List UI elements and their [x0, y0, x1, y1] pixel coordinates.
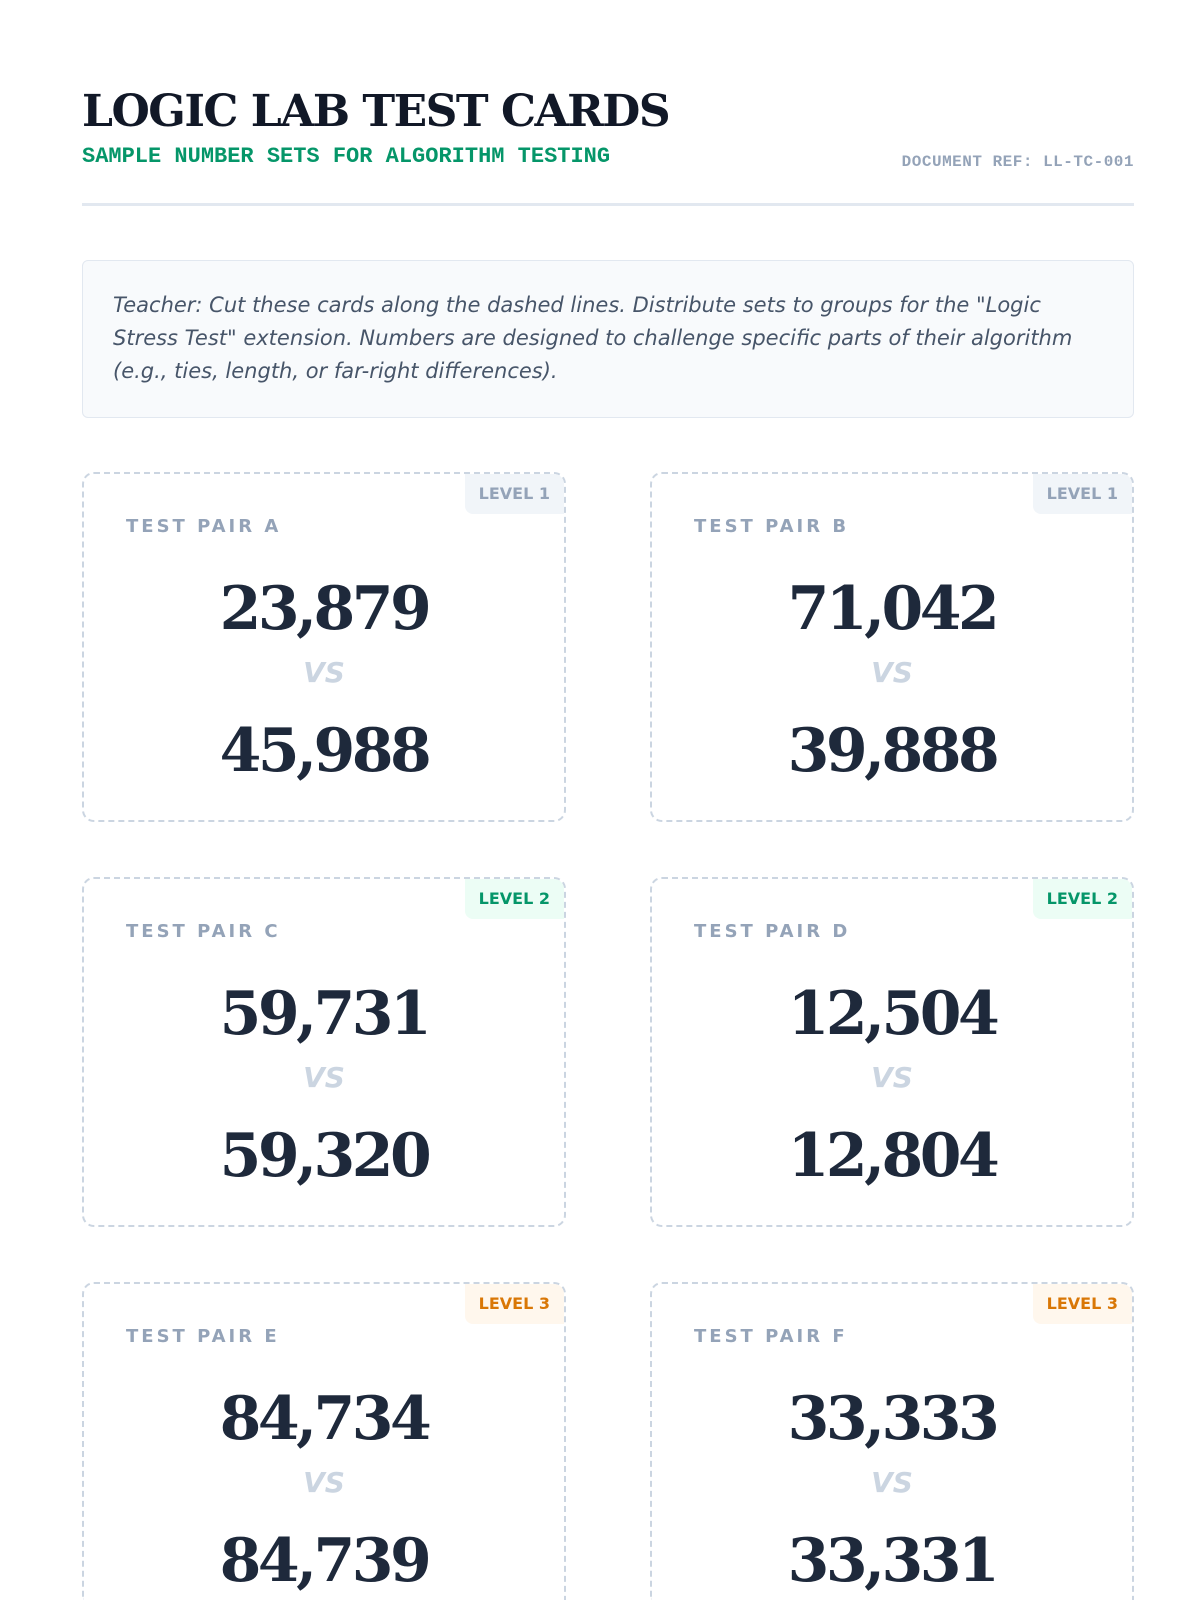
card-number-bottom: 45,988	[219, 716, 432, 786]
test-card-d: LEVEL 2 TEST PAIR D 12,504 VS 12,804	[650, 877, 1134, 1227]
vs-label: VS	[871, 656, 913, 689]
level-badge: LEVEL 3	[1032, 1284, 1132, 1324]
teacher-note: Teacher: Cut these cards along the dashe…	[82, 260, 1134, 418]
card-label: TEST PAIR A	[126, 516, 282, 537]
vs-label: VS	[303, 1466, 345, 1499]
card-number-bottom: 12,804	[787, 1121, 1000, 1191]
page-title: LOGIC LAB TEST CARDS	[82, 86, 671, 137]
level-badge: LEVEL 3	[464, 1284, 564, 1324]
worksheet-page: LOGIC LAB TEST CARDS SAMPLE NUMBER SETS …	[82, 0, 1134, 1600]
card-label: TEST PAIR C	[126, 921, 281, 942]
card-number-bottom: 33,331	[787, 1526, 1000, 1596]
card-number-top: 12,504	[787, 979, 1000, 1049]
level-badge: LEVEL 2	[464, 879, 564, 919]
test-card-a: LEVEL 1 TEST PAIR A 23,879 VS 45,988	[82, 472, 566, 822]
test-card-c: LEVEL 2 TEST PAIR C 59,731 VS 59,320	[82, 877, 566, 1227]
vs-label: VS	[871, 1466, 913, 1499]
card-label: TEST PAIR E	[126, 1326, 280, 1347]
card-number-top: 33,333	[787, 1384, 1000, 1454]
vs-label: VS	[303, 656, 345, 689]
card-label: TEST PAIR D	[694, 921, 851, 942]
card-label: TEST PAIR B	[694, 516, 850, 537]
card-number-bottom: 39,888	[787, 716, 1000, 786]
card-number-bottom: 59,320	[219, 1121, 432, 1191]
header: LOGIC LAB TEST CARDS SAMPLE NUMBER SETS …	[82, 86, 1134, 206]
card-number-bottom: 84,739	[219, 1526, 432, 1596]
level-badge: LEVEL 1	[1032, 474, 1132, 514]
page-subtitle: SAMPLE NUMBER SETS FOR ALGORITHM TESTING	[82, 144, 611, 169]
document-ref: DOCUMENT REF: LL-TC-001	[901, 153, 1134, 171]
card-label: TEST PAIR F	[694, 1326, 848, 1347]
test-card-b: LEVEL 1 TEST PAIR B 71,042 VS 39,888	[650, 472, 1134, 822]
level-badge: LEVEL 2	[1032, 879, 1132, 919]
vs-label: VS	[303, 1061, 345, 1094]
card-number-top: 71,042	[787, 574, 1000, 644]
level-badge: LEVEL 1	[464, 474, 564, 514]
card-number-top: 23,879	[219, 574, 432, 644]
test-card-e: LEVEL 3 TEST PAIR E 84,734 VS 84,739	[82, 1282, 566, 1600]
vs-label: VS	[871, 1061, 913, 1094]
test-card-f: LEVEL 3 TEST PAIR F 33,333 VS 33,331	[650, 1282, 1134, 1600]
card-number-top: 59,731	[219, 979, 432, 1049]
card-number-top: 84,734	[219, 1384, 432, 1454]
